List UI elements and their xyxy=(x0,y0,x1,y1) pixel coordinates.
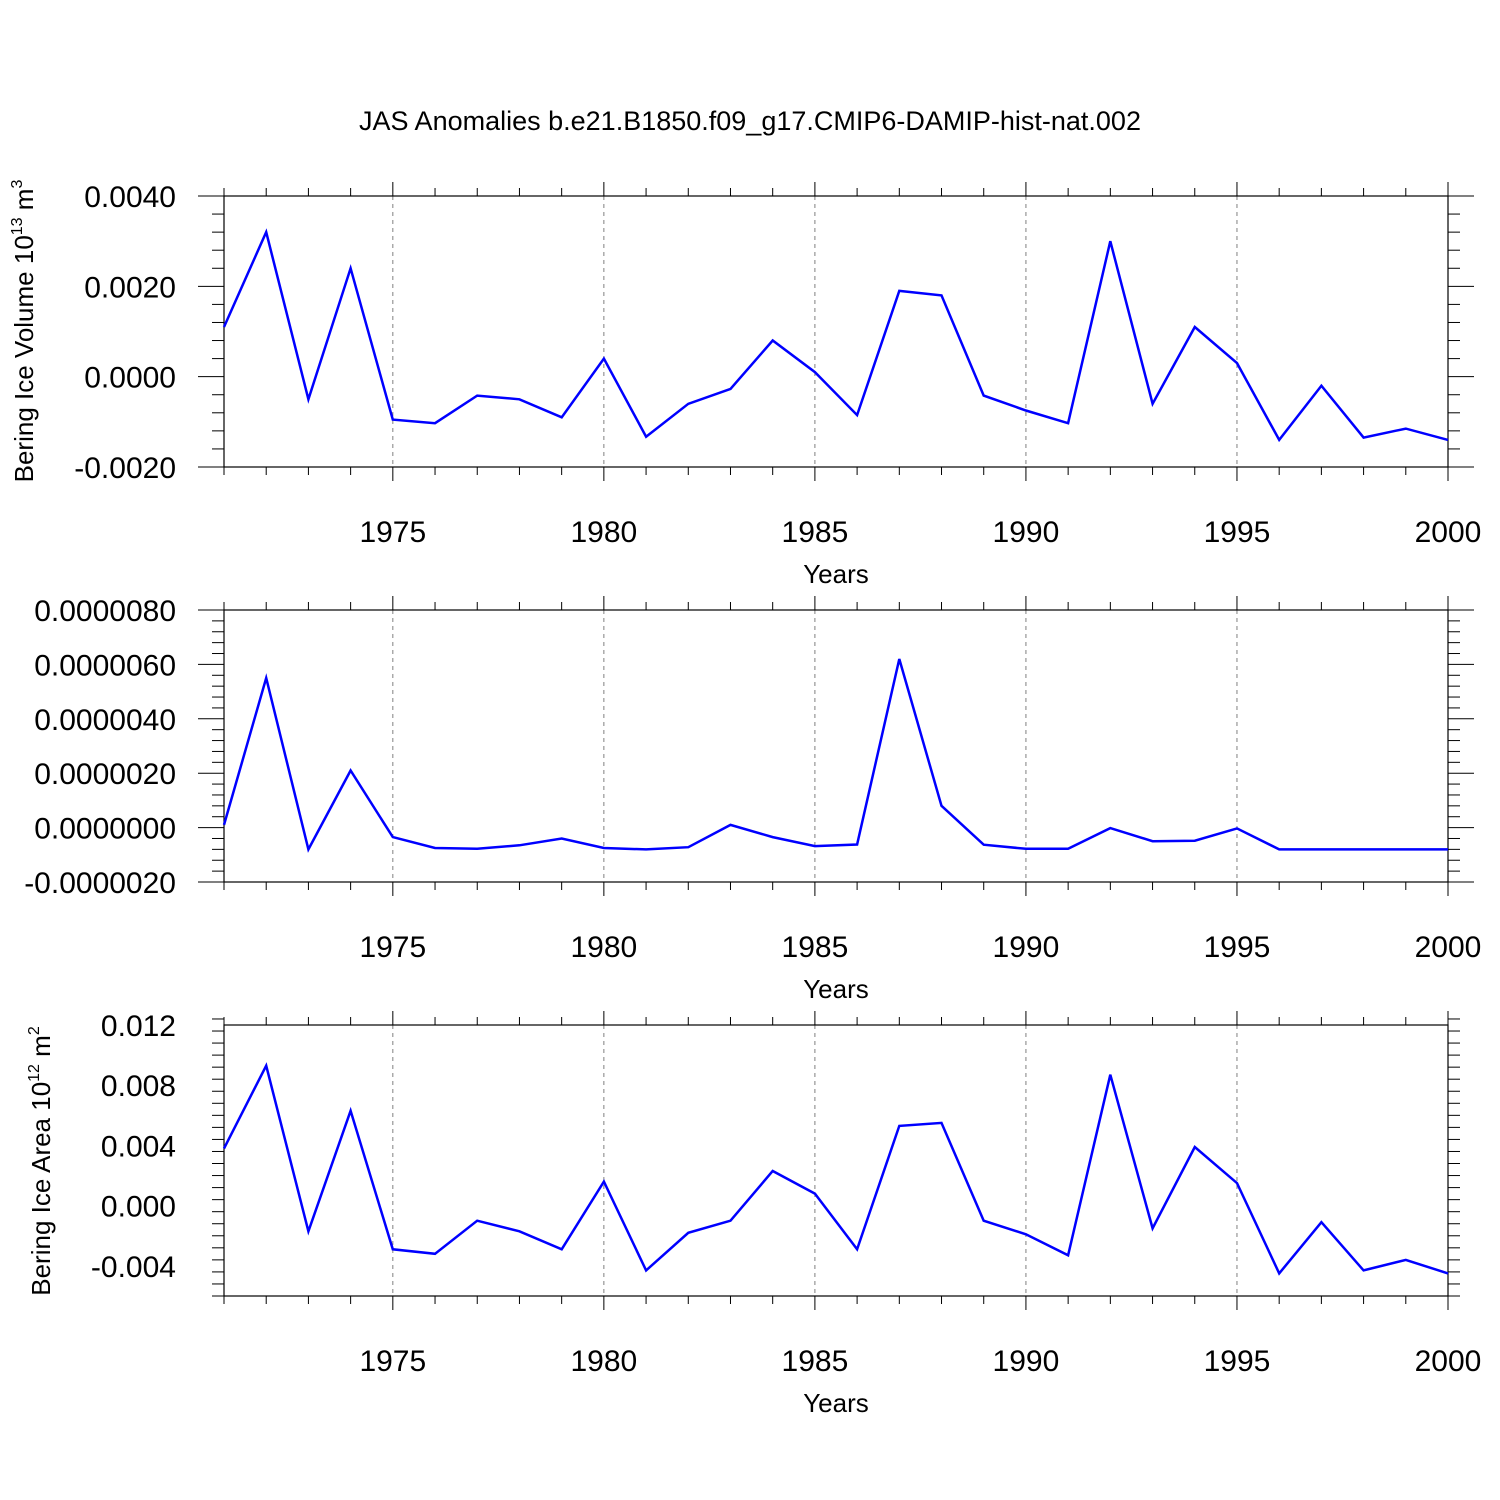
y-tick-label: -0.004 xyxy=(91,1251,176,1284)
x-tick-label: 1980 xyxy=(570,516,637,549)
series-line xyxy=(222,658,1448,853)
x-tick-label: 1975 xyxy=(359,931,426,964)
y-tick-label: 0.0000040 xyxy=(34,704,176,737)
middle-panel: -0.0000020 0.0000000 0.0000020 0.0000040 0.0… xyxy=(24,595,1481,1004)
x-tick-label: 1995 xyxy=(1204,1345,1271,1378)
x-tick-label: 2000 xyxy=(1415,931,1482,964)
y-tick-label: 0.0000080 xyxy=(34,595,176,628)
y-tick-label: 0.0000 xyxy=(84,362,176,395)
x-tick-label: 2000 xyxy=(1415,516,1482,549)
x-axis-title: Years xyxy=(803,1388,869,1418)
plot-frame xyxy=(223,1024,1449,1297)
plot-frame xyxy=(223,609,1449,883)
plot-frame xyxy=(223,195,1449,468)
y-tick-label: 0.0000060 xyxy=(34,649,176,682)
ice-volume-panel: -0.0020 0.0000 0.0020 0.0040 1975 1980 1985 199… xyxy=(9,180,1481,589)
y-tick-label: -0.0020 xyxy=(74,452,176,485)
series-line xyxy=(222,228,1449,443)
x-tick-label: 1985 xyxy=(782,516,849,549)
y-tick-label: 0.0000020 xyxy=(34,758,176,791)
y-tick-label: 0.0040 xyxy=(84,181,176,214)
y-tick-label: 0.0000000 xyxy=(34,813,176,846)
x-axis-title: Years xyxy=(803,559,869,589)
x-tick-label: 1980 xyxy=(570,931,637,964)
x-axis-title: Years xyxy=(803,974,869,1004)
ice-area-panel: -0.004 0.000 0.004 0.008 0.012 1975 1980 1985 19… xyxy=(26,1010,1481,1418)
chart-title: JAS Anomalies b.e21.B1850.f09_g17.CMIP6-… xyxy=(359,106,1141,136)
x-tick-label: 1975 xyxy=(359,1345,426,1378)
x-tick-label: 1990 xyxy=(993,931,1060,964)
y-tick-label: 0.000 xyxy=(101,1191,176,1224)
y-tick-label: -0.0000020 xyxy=(24,867,176,900)
x-tick-label: 1990 xyxy=(993,1345,1060,1378)
x-tick-label: 1995 xyxy=(1204,931,1271,964)
x-tick-label: 1985 xyxy=(782,931,849,964)
y-axis-title: Bering Ice Volume 1013 m3 xyxy=(9,180,39,483)
series-line xyxy=(222,1062,1449,1276)
x-tick-label: 1980 xyxy=(570,1345,637,1378)
y-tick-label: 0.004 xyxy=(101,1130,176,1163)
x-tick-label: 1990 xyxy=(993,516,1060,549)
y-axis-title: Bering Ice Area 1012 m2 xyxy=(26,1026,56,1296)
x-tick-label: 1975 xyxy=(359,516,426,549)
x-tick-label: 1985 xyxy=(782,1345,849,1378)
y-tick-label: 0.012 xyxy=(101,1010,176,1043)
x-tick-label: 2000 xyxy=(1415,1345,1482,1378)
y-tick-label: 0.0020 xyxy=(84,271,176,304)
x-tick-label: 1995 xyxy=(1204,516,1271,549)
y-tick-label: 0.008 xyxy=(101,1070,176,1103)
